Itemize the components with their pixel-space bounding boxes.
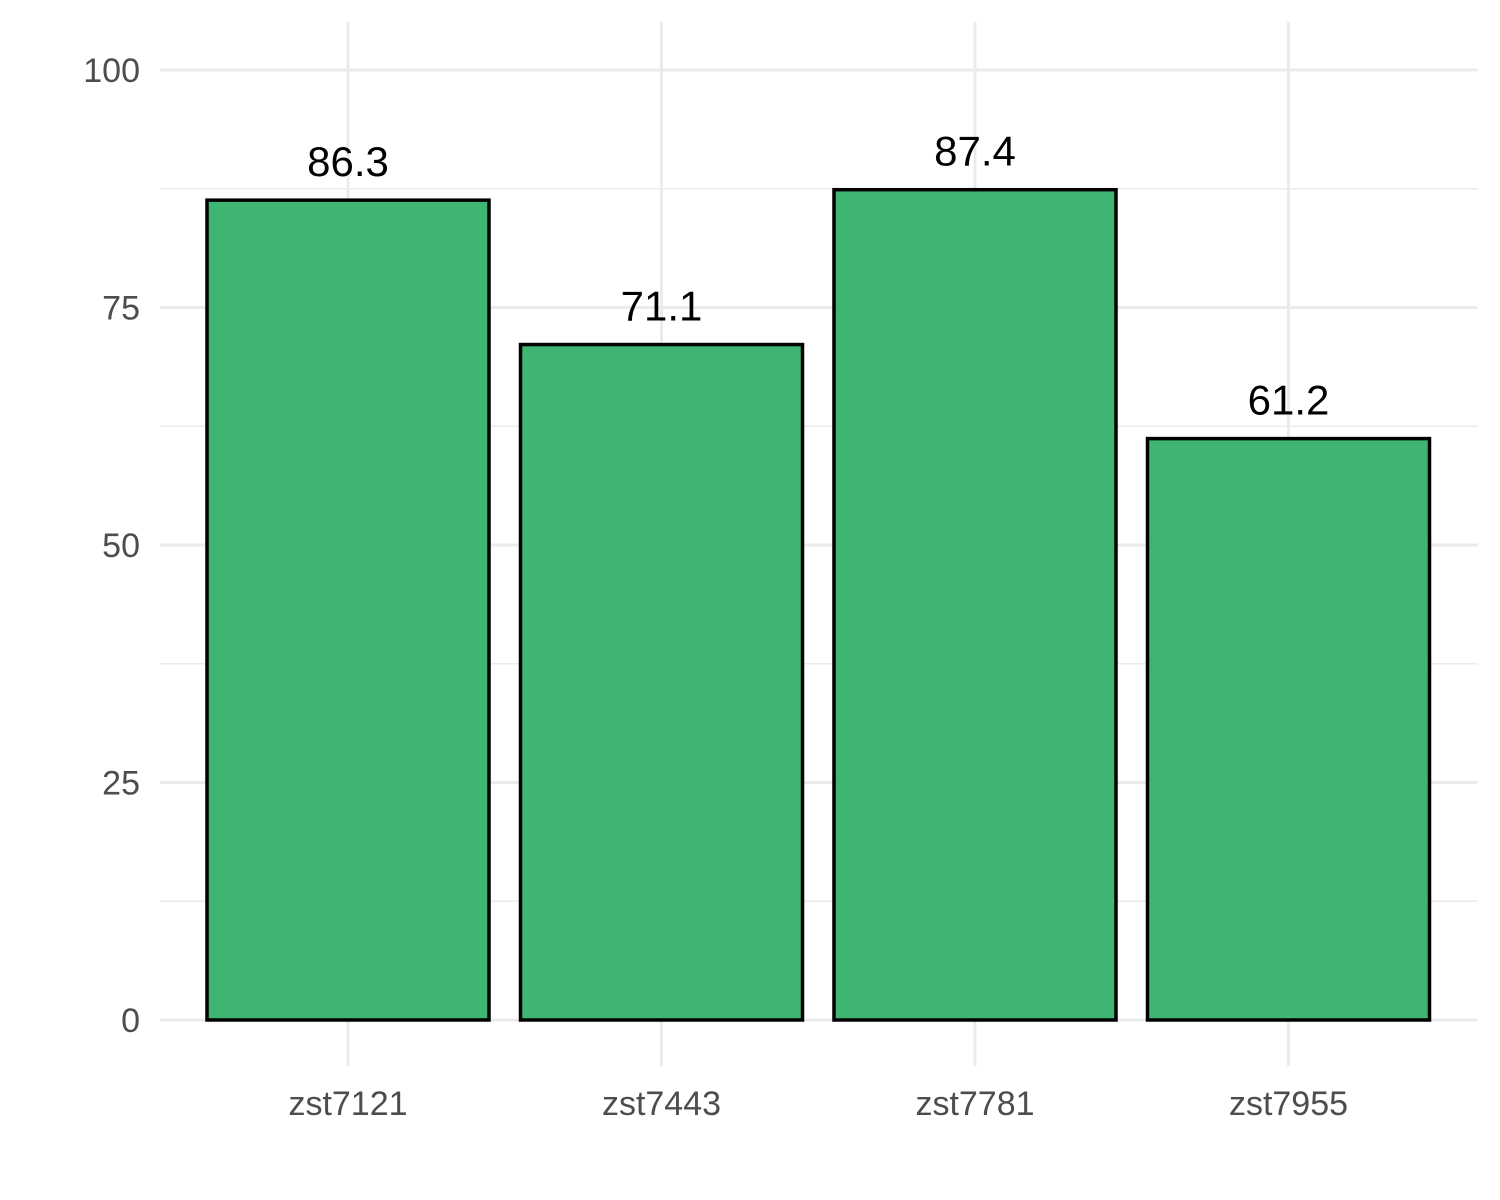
data-label-zst7955: 61.2 [1248, 377, 1330, 424]
y-tick-label: 100 [83, 52, 140, 90]
bar-zst7443 [518, 342, 805, 1022]
y-tick-label: 50 [102, 527, 140, 565]
data-label-zst7121: 86.3 [307, 138, 389, 185]
x-tick-label: zst7955 [1229, 1085, 1348, 1123]
x-tick-label: zst7121 [288, 1085, 407, 1123]
bars-group [205, 187, 1432, 1022]
x-axis: zst7121 zst7443 zst7781 zst7955 [288, 1085, 1348, 1123]
x-tick-label: zst7781 [915, 1085, 1034, 1123]
bar-zst7781 [832, 187, 1118, 1022]
data-labels-group: 86.3 71.1 87.4 61.2 [307, 128, 1329, 424]
x-tick-label: zst7443 [602, 1085, 721, 1123]
bar-zst7121 [205, 198, 491, 1022]
bar-zst7955 [1145, 436, 1432, 1022]
y-tick-label: 25 [102, 765, 140, 803]
data-label-zst7781: 87.4 [934, 128, 1016, 175]
y-tick-label: 75 [102, 290, 140, 328]
data-label-zst7443: 71.1 [621, 283, 703, 330]
y-axis: 0 25 50 75 100 [83, 52, 140, 1040]
y-tick-label: 0 [121, 1002, 140, 1040]
